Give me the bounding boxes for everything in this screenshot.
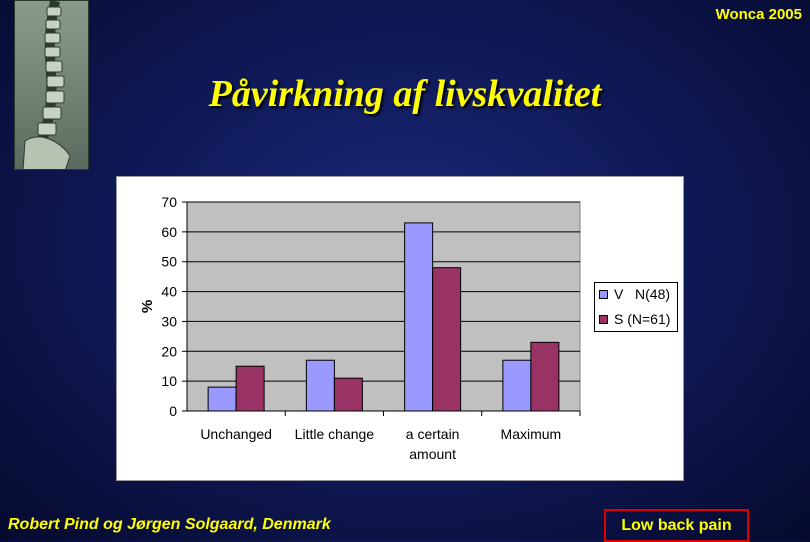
bar-s	[530, 341, 560, 412]
legend-item-s: S (N=61)	[599, 311, 670, 327]
y-tick-label: 50	[161, 254, 177, 270]
y-tick-label: 20	[161, 343, 177, 359]
y-axis-label: %	[139, 300, 156, 313]
x-category-label: amount	[409, 446, 456, 462]
y-tick-label: 40	[161, 284, 177, 300]
y-tick-label: 30	[161, 313, 177, 329]
footer-topic-box: Low back pain	[604, 509, 749, 542]
x-category-label: Maximum	[501, 426, 562, 442]
chart-panel: 0 10 20 30 40 50 60 70% Unchanged Little change a …	[116, 176, 684, 481]
legend-swatch-s	[599, 314, 608, 324]
bar-s	[333, 377, 363, 412]
slide-title: Påvirkning af livskvalitet	[208, 73, 602, 115]
conference-label: Wonca 2005	[715, 6, 802, 23]
x-category-label: a certain	[406, 426, 460, 442]
bar-v	[305, 359, 335, 412]
legend-swatch-v	[599, 289, 608, 299]
bar-chart: 0 10 20 30 40 50 60 70% Unchanged Little change a …	[139, 194, 581, 462]
chart-legend: V N(48) S (N=61)	[594, 282, 678, 332]
y-tick-label: 10	[161, 373, 177, 389]
y-tick-label: 60	[161, 224, 177, 240]
x-category-label: Little change	[295, 426, 375, 442]
y-tick-label: 70	[161, 194, 177, 210]
bar-v	[502, 359, 532, 412]
bar-s	[235, 365, 265, 412]
spine-xray-image	[14, 0, 89, 170]
legend-label-s: S (N=61)	[614, 311, 671, 327]
footer-author: Robert Pind og Jørgen Solgaard, Denmark	[8, 516, 331, 533]
legend-item-v: V N(48)	[599, 286, 670, 302]
legend-label-v: V N(48)	[614, 286, 671, 302]
bar-v	[404, 222, 434, 412]
x-category-label: Unchanged	[200, 426, 272, 442]
y-tick-label: 0	[169, 403, 177, 419]
bar-v	[207, 386, 237, 412]
bar-s	[432, 267, 462, 412]
